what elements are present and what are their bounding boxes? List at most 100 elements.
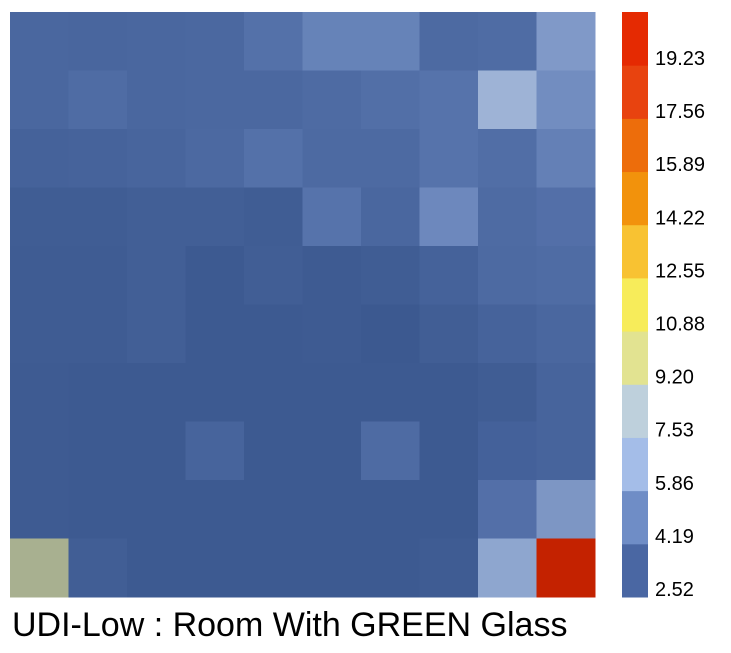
heatmap-cell: [478, 421, 537, 481]
heatmap-cell: [185, 246, 245, 305]
heatmap-cell: [244, 538, 303, 598]
heatmap-cell: [419, 70, 479, 130]
heatmap-cell: [478, 363, 537, 422]
heatmap-cell: [536, 246, 596, 305]
heatmap-cell: [419, 304, 479, 364]
heatmap-cell: [419, 129, 479, 188]
colorbar-segment: [622, 65, 648, 119]
heatmap-cell: [127, 421, 186, 481]
heatmap-cell: [536, 187, 596, 247]
colorbar: [622, 12, 648, 598]
heatmap-cell: [419, 363, 479, 422]
heatmap-cell: [419, 246, 479, 305]
heatmap-cell: [536, 421, 596, 481]
colorbar-ticks: 19.23 17.56 15.89 14.22 12.55 10.88 9.20 7.53 5.…: [655, 48, 705, 601]
colorbar-segment: [622, 331, 648, 385]
colorbar-tick-label: 12.55: [655, 260, 705, 282]
heatmap-cell: [185, 480, 245, 539]
heatmap-grid: [10, 12, 596, 598]
heatmap-cell: [127, 538, 186, 598]
heatmap-cell: [536, 129, 596, 188]
heatmap-cell: [127, 304, 186, 364]
heatmap-cell: [10, 421, 69, 481]
heatmap-cell: [361, 363, 420, 422]
heatmap-cell: [244, 246, 303, 305]
colorbar-tick-label: 10.88: [655, 314, 705, 336]
heatmap-cell: [127, 12, 186, 71]
heatmap-cell: [127, 129, 186, 188]
heatmap-cell: [10, 480, 69, 539]
heatmap-cell: [536, 304, 596, 364]
heatmap-cell: [185, 129, 245, 188]
heatmap-cell: [361, 187, 420, 247]
heatmap-cell: [68, 246, 128, 305]
heatmap-cell: [361, 129, 420, 188]
heatmap-cell: [127, 480, 186, 539]
heatmap-cell: [478, 12, 537, 71]
heatmap-cell: [478, 538, 537, 598]
heatmap-cell: [536, 363, 596, 422]
colorbar-tick-label: 19.23: [655, 48, 705, 70]
heatmap-cell: [361, 538, 420, 598]
colorbar-tick-label: 17.56: [655, 101, 705, 123]
heatmap-cell: [127, 70, 186, 130]
heatmap-cell: [361, 12, 420, 71]
heatmap-cell: [185, 421, 245, 481]
heatmap-cell: [185, 187, 245, 247]
heatmap-cell: [244, 12, 303, 71]
colorbar-segment: [622, 12, 648, 66]
heatmap-cell: [244, 304, 303, 364]
heatmap-cell: [361, 304, 420, 364]
colorbar-tick-label: 4.19: [655, 526, 694, 548]
heatmap-cell: [244, 480, 303, 539]
heatmap-cell: [68, 363, 128, 422]
heatmap-cell: [302, 129, 362, 188]
colorbar-segment: [622, 171, 648, 226]
heatmap-cell: [127, 246, 186, 305]
colorbar-tick-label: 15.89: [655, 154, 705, 176]
heatmap-cell: [185, 304, 245, 364]
heatmap-cell: [10, 187, 69, 247]
heatmap-cell: [478, 480, 537, 539]
heatmap-cell: [10, 246, 69, 305]
heatmap-cell: [478, 70, 537, 130]
heatmap-cell: [302, 70, 362, 130]
colorbar-tick-label: 14.22: [655, 207, 705, 229]
heatmap-cell: [302, 246, 362, 305]
heatmap-cell: [244, 363, 303, 422]
chart-title: UDI-Low : Room With GREEN Glass: [12, 606, 568, 644]
colorbar-segment: [622, 384, 648, 438]
colorbar-segment: [622, 437, 648, 492]
colorbar-tick-label: 7.53: [655, 420, 694, 442]
heatmap-cell: [302, 480, 362, 539]
heatmap-cell: [244, 70, 303, 130]
heatmap-cell: [68, 12, 128, 71]
heatmap-cell: [302, 421, 362, 481]
colorbar-tick-label: 9.20: [655, 367, 694, 389]
heatmap-cell: [302, 12, 362, 71]
heatmap-cell: [68, 129, 128, 188]
heatmap-cell: [68, 70, 128, 130]
heatmap-cell: [185, 12, 245, 71]
heatmap-cell: [10, 12, 69, 71]
heatmap-cell: [536, 70, 596, 130]
heatmap-cell: [244, 129, 303, 188]
colorbar-tick-label: 5.86: [655, 473, 694, 495]
heatmap-cell: [10, 363, 69, 422]
heatmap-cell: [478, 246, 537, 305]
heatmap-cell: [536, 480, 596, 539]
heatmap-cell: [361, 70, 420, 130]
heatmap-cell: [244, 421, 303, 481]
heatmap-cell: [10, 129, 69, 188]
heatmap-cell: [68, 480, 128, 539]
colorbar-segment: [622, 543, 648, 598]
heatmap-cell: [478, 187, 537, 247]
heatmap-cell: [302, 363, 362, 422]
heatmap-cell: [536, 12, 596, 71]
colorbar-segment: [622, 224, 648, 279]
heatmap-cell: [302, 304, 362, 364]
heatmap-cell: [68, 421, 128, 481]
colorbar-tick-label: 2.52: [655, 579, 694, 601]
heatmap-cell: [68, 187, 128, 247]
